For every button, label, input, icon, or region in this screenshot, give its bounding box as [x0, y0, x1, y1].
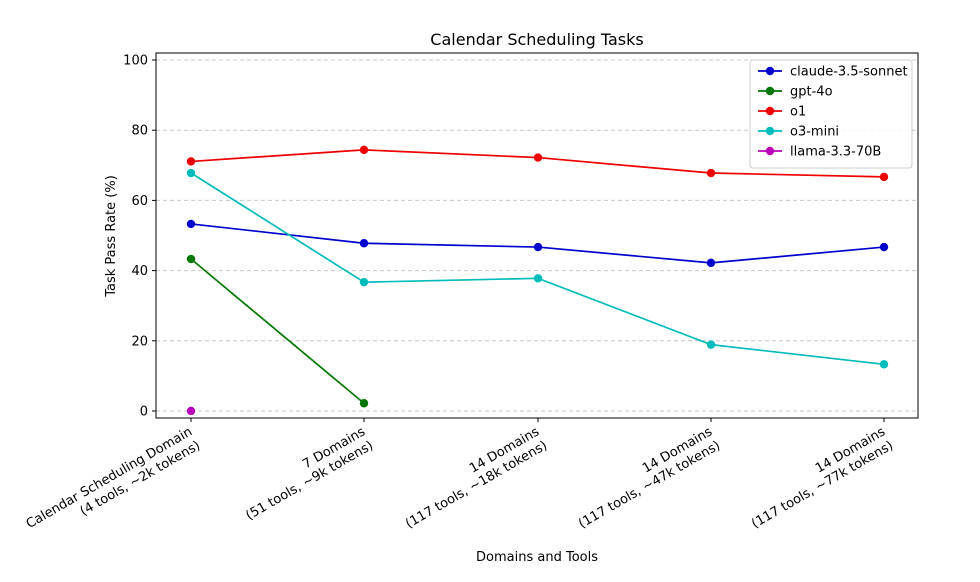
series-claude-3-5-sonnet — [186, 219, 889, 268]
legend-marker — [765, 86, 775, 96]
data-point — [359, 277, 369, 287]
data-point — [186, 157, 196, 166]
legend-item: claude-3.5-sonnet — [758, 65, 908, 80]
x-tick-label-line: (117 tools, ~77k tokens) — [749, 438, 896, 531]
data-point — [359, 399, 369, 408]
data-point — [186, 168, 196, 178]
series-gpt-4o — [186, 254, 369, 408]
data-point — [879, 172, 889, 182]
y-tick-label: 60 — [131, 194, 148, 209]
legend-box — [749, 59, 913, 169]
x-axis-label: Domains and Tools — [476, 550, 598, 565]
data-point — [706, 340, 716, 349]
data-point — [533, 153, 543, 162]
x-tick-label: 14 Domains(117 tools, ~77k tokens) — [741, 424, 896, 531]
data-point — [533, 242, 543, 252]
x-tick-label-line: (51 tools, ~9k tokens) — [243, 438, 376, 523]
plot-area-frame — [155, 52, 919, 419]
data-point — [533, 274, 543, 283]
legend-label: llama-3.3-70B — [790, 145, 881, 160]
data-point — [186, 219, 196, 229]
data-point — [706, 258, 716, 268]
data-point — [359, 239, 369, 248]
legend-label: claude-3.5-sonnet — [790, 65, 908, 80]
data-point — [706, 168, 716, 178]
data-point — [879, 242, 889, 252]
grid-lines — [156, 59, 918, 412]
y-axis: 0 20 40 60 80 100 — [123, 54, 156, 419]
svg-text:14 Domains(117 tools, ~18k tok: 14 Domains(117 tools, ~18k tokens) — [395, 424, 550, 531]
y-tick-label: 80 — [131, 124, 148, 139]
legend-item: llama-3.3-70B — [758, 145, 881, 160]
legend-item: gpt-4o — [758, 85, 833, 100]
y-tick-label: 40 — [131, 264, 148, 279]
y-tick-label: 0 — [140, 404, 148, 419]
x-tick-label: Calendar Scheduling Domain(4 tools, ~2k … — [24, 424, 203, 545]
svg-text:Calendar Scheduling Domain(4 t: Calendar Scheduling Domain(4 tools, ~2k … — [24, 424, 203, 545]
legend-label: o3-mini — [790, 125, 839, 140]
x-axis: Calendar Scheduling Domain(4 tools, ~2k … — [24, 418, 896, 545]
legend-marker — [765, 106, 775, 116]
y-tick-label: 20 — [131, 334, 148, 349]
x-tick-label-line: (117 tools, ~18k tokens) — [403, 438, 550, 531]
y-tick-label: 100 — [123, 54, 148, 69]
chart-title: Calendar Scheduling Tasks — [430, 30, 643, 49]
legend-marker — [765, 146, 775, 156]
legend-item: o3-mini — [758, 125, 839, 140]
data-point — [879, 360, 889, 369]
data-point — [186, 254, 196, 264]
svg-text:7 Domains(51 tools, ~9k tokens: 7 Domains(51 tools, ~9k tokens) — [235, 424, 376, 523]
x-tick-label-line: (117 tools, ~47k tokens) — [576, 438, 723, 531]
series-group — [186, 145, 889, 416]
series-line — [190, 172, 885, 366]
svg-text:14 Domains(117 tools, ~47k tok: 14 Domains(117 tools, ~47k tokens) — [568, 424, 723, 531]
y-axis-label: Task Pass Rate (%) — [104, 175, 119, 298]
legend-label: gpt-4o — [790, 85, 833, 100]
legend-item: o1 — [758, 105, 806, 120]
legend-label: o1 — [790, 105, 806, 120]
series-llama-3-3-70b — [186, 406, 196, 416]
x-tick-label-line: Calendar Scheduling Domain — [24, 424, 195, 531]
legend-marker — [765, 126, 775, 136]
series-o3-mini — [186, 168, 889, 369]
x-tick-label: 7 Domains(51 tools, ~9k tokens) — [235, 424, 376, 523]
series-line — [190, 258, 365, 404]
data-point — [359, 145, 369, 155]
x-tick-label: 14 Domains(117 tools, ~18k tokens) — [395, 424, 550, 531]
legend-marker — [765, 66, 775, 76]
data-point — [186, 406, 196, 416]
legend: claude-3.5-sonnet gpt-4o o1 o3-mini llama-3.… — [749, 59, 913, 169]
series-o1 — [186, 145, 889, 182]
svg-text:14 Domains(117 tools, ~77k tok: 14 Domains(117 tools, ~77k tokens) — [741, 424, 896, 531]
x-tick-label: 14 Domains(117 tools, ~47k tokens) — [568, 424, 723, 531]
